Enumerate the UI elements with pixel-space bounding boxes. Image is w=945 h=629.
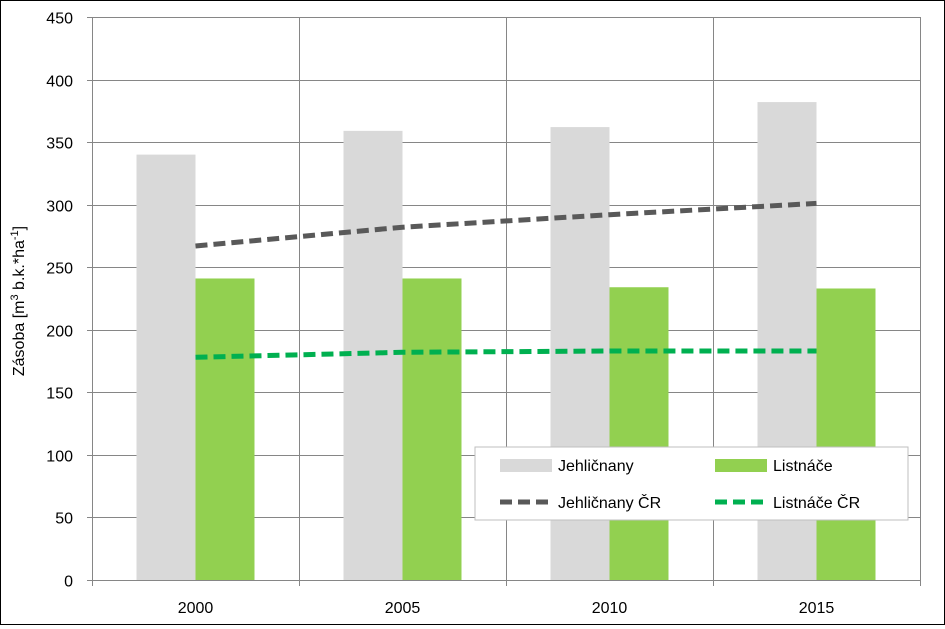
y-tick-labels: 0 50 100 150 200 250 300 350 400 450: [46, 11, 73, 591]
y-tick-label: 0: [64, 574, 73, 591]
y-tick-label: 150: [46, 386, 73, 403]
x-tick-label: 2000: [178, 600, 214, 617]
y-tick-label: 450: [46, 11, 73, 28]
x-tick-label: 2010: [592, 600, 628, 617]
legend-swatch-jehlicnany: [500, 459, 552, 472]
y-tick-label: 300: [46, 199, 73, 216]
line-jehlicnany-cr: [195, 200, 817, 249]
x-tick-label: 2005: [385, 600, 421, 617]
x-tick-label: 2015: [799, 600, 835, 617]
line-listnace-cr: [195, 348, 817, 360]
bar-listnace-2005: [402, 278, 462, 580]
legend-label-listnace: Listnáče: [773, 458, 833, 475]
bar-jehlicnany-2000: [136, 154, 196, 580]
axes: [87, 17, 921, 586]
x-tick-labels: 2000 2005 2010 2015: [178, 600, 835, 617]
y-axis-label: Zásoba [m3 b.k.*ha-1]: [9, 226, 28, 376]
y-tick-label: 250: [46, 261, 73, 278]
y-tick-label: 50: [55, 511, 73, 528]
bar-listnace-2000: [195, 278, 255, 580]
series-lines: [195, 200, 817, 360]
y-tick-label: 100: [46, 449, 73, 466]
y-tick-label: 200: [46, 324, 73, 341]
legend-label-jehlicnany: Jehličnany: [558, 458, 634, 475]
legend: Jehličnany Listnáče Jehličnany ČR Listná…: [474, 446, 909, 521]
legend-label-listnace-cr: Listnáče ČR: [773, 493, 860, 512]
legend-swatch-listnace: [715, 459, 767, 472]
bar-jehlicnany-2005: [343, 130, 403, 580]
bar-listnace-2010: [609, 287, 669, 580]
y-tick-label: 400: [46, 74, 73, 91]
bar-listnace-2015: [816, 288, 876, 580]
y-tick-label: 350: [46, 136, 73, 153]
legend-label-jehlicnany-cr: Jehličnany ČR: [558, 493, 661, 512]
